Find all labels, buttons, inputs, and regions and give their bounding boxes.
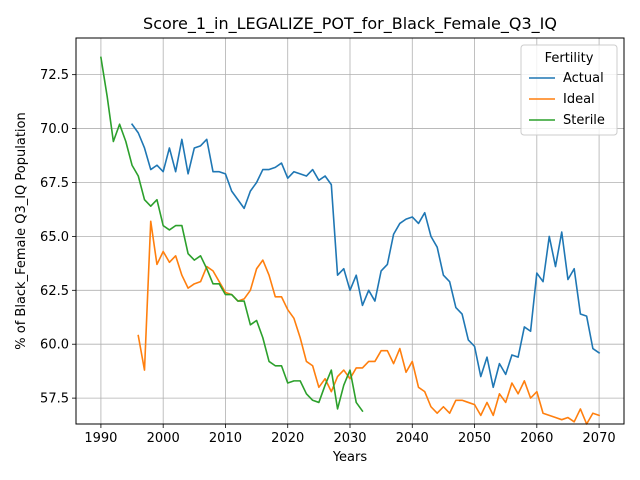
x-tick-label: 2070 [583,431,616,446]
legend-label-sterile: Sterile [563,113,605,128]
y-tick-label: 70.0 [40,122,69,137]
legend-box [520,44,618,136]
legend-label-actual: Actual [563,71,604,86]
y-tick-label: 60.0 [40,338,69,353]
x-tick-label: 2010 [209,431,242,446]
legend-items: Actual Ideal Sterile [529,71,605,128]
series-line-sterile [99,56,364,413]
axis-ticks: 1990 2000 2010 2020 2030 2040 2050 2060 2070 57.5… [40,68,616,446]
legend-title: Fertility [545,51,594,66]
legend: Fertility Actual Ideal Sterile [520,44,618,136]
x-tick-label: 2050 [458,431,491,446]
x-tick-label: 2040 [396,431,429,446]
x-tick-label: 2060 [520,431,553,446]
y-tick-label: 57.5 [40,392,69,407]
x-tick-label: 2030 [333,431,366,446]
series-lines [99,56,601,425]
y-tick-label: 67.5 [40,176,69,191]
y-tick-label: 62.5 [40,284,69,299]
series-line-ideal [137,220,601,425]
x-tick-label: 1990 [84,431,117,446]
x-tick-label: 2000 [147,431,180,446]
series-line-actual [130,123,601,389]
legend-label-ideal: Ideal [563,92,595,107]
x-tick-label: 2020 [271,431,304,446]
x-axis-title: Years [332,450,368,465]
y-tick-label: 72.5 [40,68,69,83]
chart-title: Score_1_in_LEGALIZE_POT_for_Black_Female… [143,14,557,34]
y-tick-label: 65.0 [40,230,69,245]
y-axis-title: % of Black_Female Q3_IQ Population [14,112,29,349]
